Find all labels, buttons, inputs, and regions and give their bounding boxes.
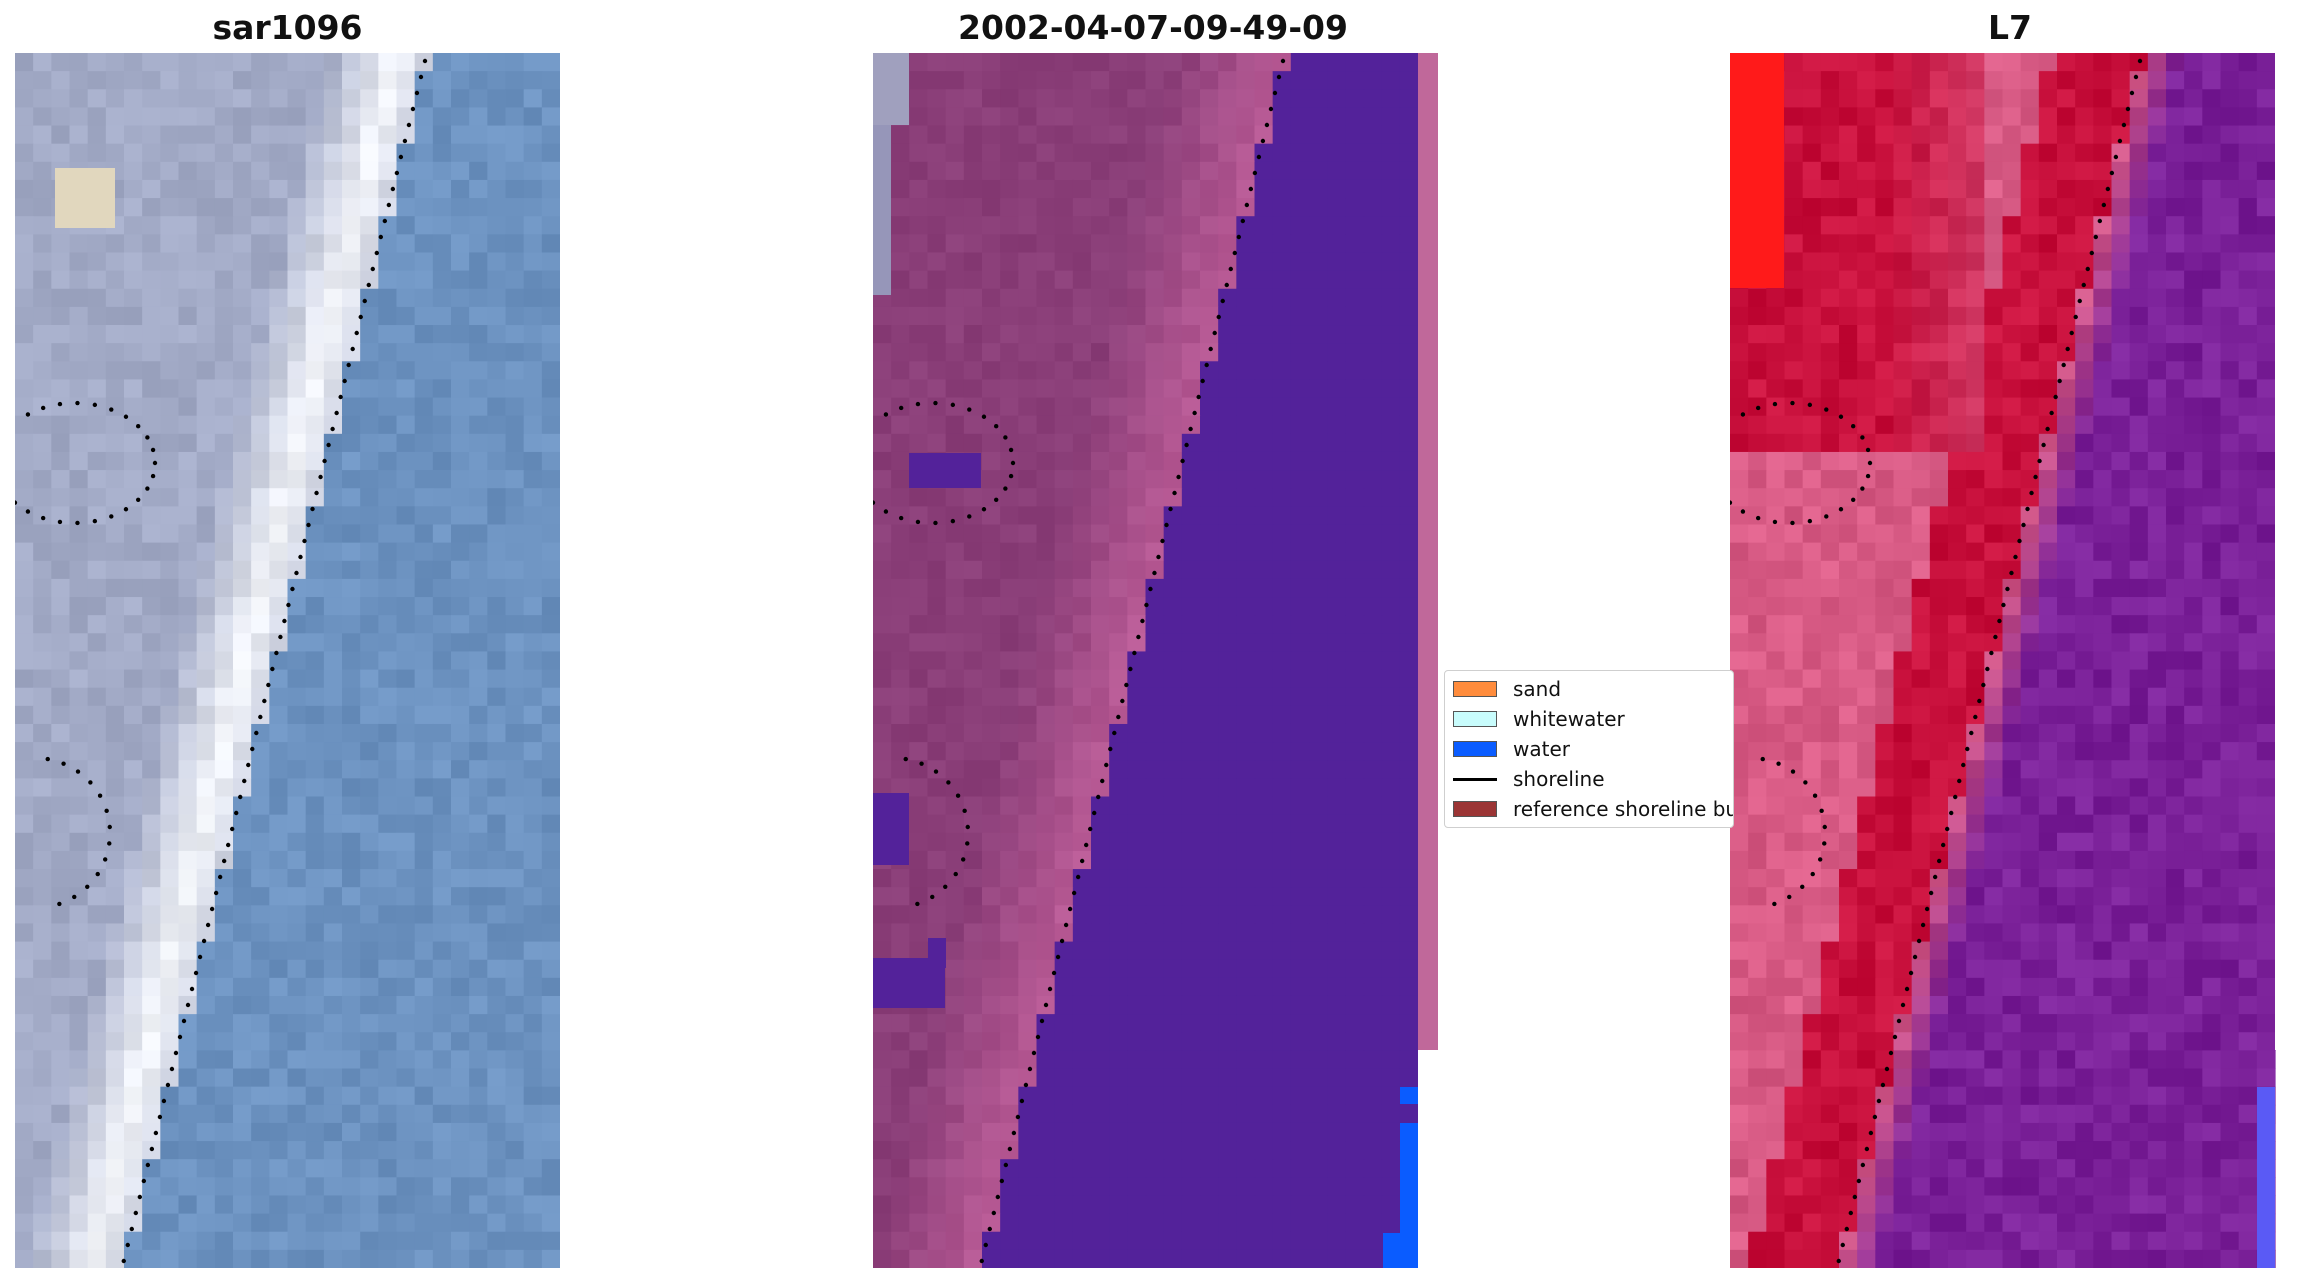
- classification-image-panel: [873, 53, 1438, 1268]
- panel-title-l7: L7: [1988, 8, 2032, 47]
- panel-title-classification: 2002-04-07-09-49-09: [958, 8, 1348, 47]
- l7-image-panel: [1730, 53, 2295, 1268]
- classification-image: [873, 53, 1438, 1268]
- legend-swatch-whitewater: [1453, 711, 1497, 727]
- legend-item-reference-shoreline-buffer: reference shoreline buffer: [1453, 797, 1733, 821]
- legend-item-shoreline: shoreline: [1453, 767, 1605, 791]
- sar-image: [15, 53, 560, 1268]
- legend-label: reference shoreline buffer: [1513, 797, 1733, 821]
- legend-swatch-water: [1453, 741, 1497, 757]
- legend: sand whitewater water shoreline referenc…: [1444, 670, 1734, 828]
- legend-label: sand: [1513, 677, 1562, 701]
- legend-item-whitewater: whitewater: [1453, 707, 1625, 731]
- legend-item-sand: sand: [1453, 677, 1561, 701]
- legend-swatch-sand: [1453, 681, 1497, 697]
- legend-swatch-buffer: [1453, 801, 1497, 817]
- panel-title-sar: sar1096: [212, 8, 363, 47]
- l7-image: [1730, 53, 2295, 1268]
- legend-label: water: [1513, 737, 1570, 761]
- legend-item-water: water: [1453, 737, 1570, 761]
- legend-line-shoreline: [1453, 777, 1497, 781]
- sar-image-panel: [15, 53, 560, 1268]
- legend-label: shoreline: [1513, 767, 1605, 791]
- legend-label: whitewater: [1513, 707, 1625, 731]
